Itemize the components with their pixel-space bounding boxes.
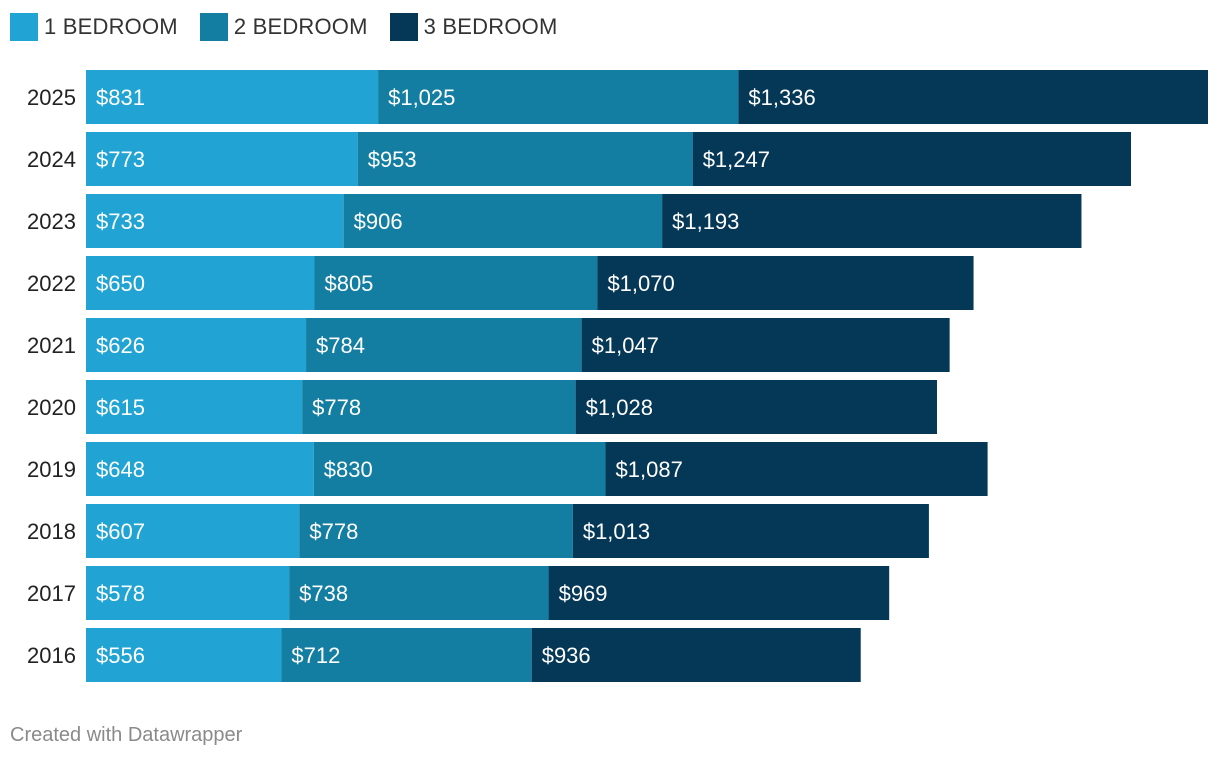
bar-2025-1-bedroom bbox=[86, 70, 379, 124]
data-label-2017-2-bedroom: $738 bbox=[299, 581, 348, 606]
bar-2024-2-bedroom bbox=[357, 132, 693, 186]
bar-2021-3-bedroom bbox=[581, 318, 950, 372]
bar-2016-3-bedroom bbox=[531, 628, 861, 682]
y-tick-label-2018: 2018 bbox=[27, 519, 76, 544]
legend-label-3-bedroom: 3 BEDROOM bbox=[423, 14, 558, 39]
data-label-2022-1-bedroom: $650 bbox=[96, 271, 145, 296]
data-label-2018-1-bedroom: $607 bbox=[96, 519, 145, 544]
data-label-2025-1-bedroom: $831 bbox=[96, 85, 145, 110]
bar-2017-2-bedroom bbox=[289, 566, 549, 620]
bar-2025-3-bedroom bbox=[738, 70, 1208, 124]
data-label-2019-1-bedroom: $648 bbox=[96, 457, 145, 482]
data-label-2021-3-bedroom: $1,047 bbox=[592, 333, 659, 358]
bar-2023-3-bedroom bbox=[662, 194, 1082, 248]
data-label-2023-1-bedroom: $733 bbox=[96, 209, 145, 234]
bar-2018-1-bedroom bbox=[86, 504, 300, 558]
data-label-2016-2-bedroom: $712 bbox=[291, 643, 340, 668]
data-label-2022-3-bedroom: $1,070 bbox=[607, 271, 674, 296]
bar-2017-3-bedroom bbox=[548, 566, 890, 620]
bar-2025-2-bedroom bbox=[378, 70, 739, 124]
y-tick-label-2021: 2021 bbox=[27, 333, 76, 358]
bar-2018-3-bedroom bbox=[572, 504, 929, 558]
bar-2021-2-bedroom bbox=[306, 318, 582, 372]
data-label-2020-1-bedroom: $615 bbox=[96, 395, 145, 420]
bar-2019-3-bedroom bbox=[605, 442, 988, 496]
legend-swatch-1-bedroom bbox=[10, 13, 38, 41]
y-tick-label-2024: 2024 bbox=[27, 147, 76, 172]
legend-label-1-bedroom: 1 BEDROOM bbox=[44, 14, 178, 39]
legend-item-1-bedroom: 1 BEDROOM bbox=[10, 13, 178, 41]
data-label-2023-2-bedroom: $906 bbox=[354, 209, 403, 234]
data-label-2020-2-bedroom: $778 bbox=[312, 395, 361, 420]
legend-item-3-bedroom: 3 BEDROOM bbox=[389, 13, 558, 41]
data-label-2019-2-bedroom: $830 bbox=[324, 457, 373, 482]
legend-item-2-bedroom: 2 BEDROOM bbox=[199, 13, 368, 41]
data-label-2016-3-bedroom: $936 bbox=[542, 643, 591, 668]
data-label-2018-3-bedroom: $1,013 bbox=[583, 519, 650, 544]
bar-2022-1-bedroom bbox=[86, 256, 315, 310]
bar-2024-3-bedroom bbox=[692, 132, 1132, 186]
bar-2018-2-bedroom bbox=[299, 504, 573, 558]
data-label-2021-1-bedroom: $626 bbox=[96, 333, 145, 358]
data-label-2024-2-bedroom: $953 bbox=[368, 147, 417, 172]
bar-2022-2-bedroom bbox=[314, 256, 598, 310]
data-label-2025-3-bedroom: $1,336 bbox=[748, 85, 815, 110]
y-tick-label-2016: 2016 bbox=[27, 643, 76, 668]
y-tick-label-2017: 2017 bbox=[27, 581, 76, 606]
y-tick-label-2022: 2022 bbox=[27, 271, 76, 296]
legend-swatch-3-bedroom bbox=[389, 13, 418, 41]
bar-2022-3-bedroom bbox=[597, 256, 974, 310]
stacked-bar-chart: 2025 $831 $1,025 $1,336 2024 $773 $953 $1,247 20… bbox=[27, 70, 1208, 682]
y-tick-label-2023: 2023 bbox=[27, 209, 76, 234]
bar-2021-1-bedroom bbox=[86, 318, 307, 372]
data-label-2017-1-bedroom: $578 bbox=[96, 581, 145, 606]
data-label-2021-2-bedroom: $784 bbox=[316, 333, 365, 358]
data-label-2019-3-bedroom: $1,087 bbox=[616, 457, 683, 482]
bar-2016-1-bedroom bbox=[86, 628, 282, 682]
bar-2020-3-bedroom bbox=[575, 380, 937, 434]
data-label-2016-1-bedroom: $556 bbox=[96, 643, 145, 668]
bar-2023-1-bedroom bbox=[86, 194, 344, 248]
bar-2020-2-bedroom bbox=[302, 380, 576, 434]
data-label-2018-2-bedroom: $778 bbox=[309, 519, 358, 544]
bar-2020-1-bedroom bbox=[86, 380, 303, 434]
legend-swatch-2-bedroom bbox=[199, 13, 228, 41]
data-label-2022-2-bedroom: $805 bbox=[324, 271, 373, 296]
y-tick-label-2025: 2025 bbox=[27, 85, 76, 110]
data-label-2020-3-bedroom: $1,028 bbox=[586, 395, 653, 420]
bar-2019-1-bedroom bbox=[86, 442, 314, 496]
y-tick-label-2019: 2019 bbox=[27, 457, 76, 482]
y-tick-label-2020: 2020 bbox=[27, 395, 76, 420]
bar-2019-2-bedroom bbox=[313, 442, 606, 496]
data-label-2024-1-bedroom: $773 bbox=[96, 147, 145, 172]
bar-2024-1-bedroom bbox=[86, 132, 358, 186]
footer-credit: Created with Datawrapper bbox=[10, 724, 243, 746]
bar-2016-2-bedroom bbox=[281, 628, 532, 682]
chart-legend: 1 BEDROOM 2 BEDROOM 3 BEDROOM bbox=[10, 12, 579, 42]
bar-2017-1-bedroom bbox=[86, 566, 290, 620]
data-label-2024-3-bedroom: $1,247 bbox=[703, 147, 770, 172]
data-label-2025-2-bedroom: $1,025 bbox=[388, 85, 455, 110]
data-label-2023-3-bedroom: $1,193 bbox=[672, 209, 739, 234]
legend-label-2-bedroom: 2 BEDROOM bbox=[233, 14, 368, 39]
bar-2023-2-bedroom bbox=[343, 194, 663, 248]
data-label-2017-3-bedroom: $969 bbox=[559, 581, 608, 606]
